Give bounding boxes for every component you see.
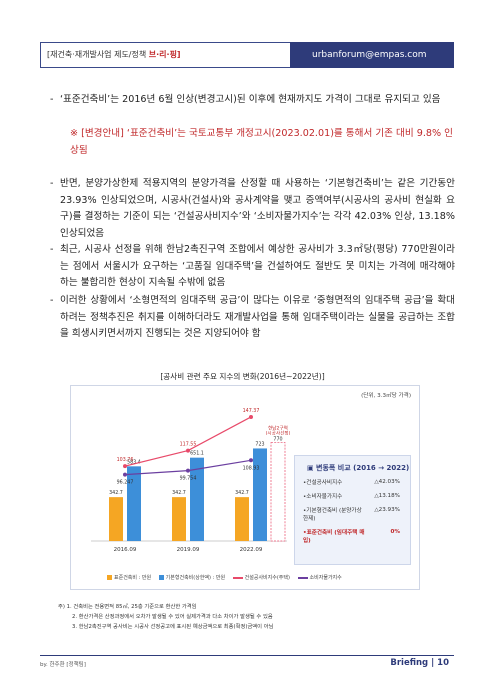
- paragraph-hannam2: - 최근, 시공사 선정을 위해 한남2촉진구역 조합에서 예상한 공사비가 3…: [50, 242, 455, 292]
- legend-item: 건설공사비지수(주택): [232, 575, 290, 581]
- bar-data-label: 770: [273, 436, 282, 442]
- summary-label: •기본형건축비 (분양가상한제): [303, 508, 362, 522]
- summary-row: •표준건축비 (임대주택 매입) 0%: [295, 529, 410, 545]
- summary-label: •건설공사비지수: [303, 480, 343, 486]
- line-point: [249, 458, 253, 463]
- footnote: 2. 환산가격은 산정과정에서 오차가 발생될 수 있어 실제가격과 다소 차이…: [72, 614, 273, 620]
- line-data-label: 108.93: [243, 465, 260, 471]
- legend-label: 표준건축비 : 만원: [114, 575, 152, 581]
- bar-standard-cost: [109, 497, 123, 541]
- bar-data-label: 342.7: [235, 490, 249, 496]
- bullet-dash: -: [50, 244, 54, 255]
- hannam2-label: 한남2구역: [268, 424, 288, 431]
- bar-data-label: 583.4: [127, 459, 141, 465]
- paragraph-text: 최근, 시공사 선정을 위해 한남2촉진구역 조합에서 예상한 공사비가 3.3…: [60, 244, 455, 289]
- x-tick-label: 2019.09: [177, 547, 200, 553]
- footer-divider: [40, 655, 454, 656]
- footnote: 3. 한남2촉진구역 공사비는 시공사 선정공고에 표시된 예상금액으로 최종(…: [72, 624, 274, 630]
- hannam2-label: (시공사선정): [266, 429, 291, 436]
- legend-swatch: [158, 575, 164, 580]
- bar-standard-cost: [235, 497, 249, 541]
- bullet-dash: -: [50, 94, 54, 105]
- summary-row: •기본형건축비 (분양가상한제) △23.93%: [295, 507, 410, 523]
- summary-label: •소비자물가지수: [303, 494, 343, 500]
- header-category: [재건축·재개발사업 제도/정책: [47, 50, 149, 59]
- chart-plot: 342.7 583.4 2016.09 342.7 651.1 2019.09 342.7 7…: [91, 408, 291, 553]
- line-data-label: 103.76: [117, 457, 134, 463]
- bar-basic-cost: [190, 457, 204, 541]
- summary-value: △42.03%: [374, 479, 400, 485]
- line-point: [186, 468, 190, 473]
- legend-item: 소비자물가지수: [297, 575, 342, 581]
- bar-data-label: 342.7: [109, 490, 123, 496]
- legend-item: 기본형건축비(상한액) : 만원: [158, 575, 226, 581]
- change-notice: ※ [변경안내] ‘표준건축비’는 국토교통부 개정고시(2023.02.01)…: [70, 128, 453, 156]
- paragraph-cost-increase: - 반면, 분양가상한제 적용지역의 분양가격을 산정할 때 사용하는 ‘기본형…: [50, 176, 455, 242]
- summary-label: •표준건축비 (임대주택 매입): [303, 530, 365, 544]
- legend-swatch: [107, 575, 112, 580]
- line-data-label: 117.55: [180, 442, 197, 448]
- footnote: 주) 1. 건축비는 전용면적 85㎡, 25층 기준으로 환산한 가격임: [58, 604, 197, 610]
- summary-title: ▣ 변동폭 비교 (2016 → 2022): [307, 464, 410, 472]
- change-summary-box: ▣ 변동폭 비교 (2016 → 2022) •건설공사비지수 △42.03% …: [294, 455, 411, 565]
- paragraph-policy: - 이러한 상황에서 ‘소형면적의 임대주택 공급’이 많다는 이유로 ‘중형면…: [50, 293, 455, 343]
- line-data-label: 99.754: [180, 476, 197, 482]
- x-tick-label: 2022.09: [240, 547, 263, 553]
- footer-author: by. 한주환 [정책팀]: [40, 662, 86, 668]
- legend-item: 표준건축비 : 만원: [107, 575, 151, 581]
- summary-value: △13.18%: [374, 493, 400, 499]
- bar-data-label: 342.7: [172, 490, 186, 496]
- legend-label: 기본형건축비(상한액) : 만원: [165, 575, 226, 581]
- legend-label: 건설공사비지수(주택): [244, 575, 290, 581]
- paragraph-text: ‘표준건축비’는 2016년 6월 인상(변경고시)된 이후에 현재까지도 가격…: [60, 94, 441, 105]
- line-construction-cost-index: [124, 416, 252, 467]
- line-point: [123, 472, 127, 477]
- bar-basic-cost: [127, 466, 141, 541]
- header-brand: 브·리·핑]: [148, 50, 181, 59]
- chart-title: [공사비 관련 주요 지수의 변화(2016년~2022년)]: [160, 372, 325, 381]
- bullet-dash: -: [50, 295, 54, 306]
- header-section-label: [재건축·재개발사업 제도/정책 브·리·핑]: [40, 42, 290, 68]
- paragraph-standard-cost: - ‘표준건축비’는 2016년 6월 인상(변경고시)된 이후에 현재까지도 …: [50, 92, 455, 109]
- line-point: [186, 448, 190, 453]
- chart-legend: 표준건축비 : 만원 기본형건축비(상한액) : 만원 건설공사비지수(주택) …: [107, 574, 348, 581]
- bar-data-label: 723: [255, 441, 264, 447]
- summary-row: •건설공사비지수 △42.03%: [295, 479, 410, 487]
- footer-page-number: Briefing | 10: [390, 658, 449, 668]
- legend-swatch: [297, 576, 308, 579]
- chart-footnotes: 주) 1. 건축비는 전용면적 85㎡, 25층 기준으로 환산한 가격임 2.…: [58, 602, 273, 632]
- x-tick-label: 2016.09: [114, 547, 137, 553]
- chart-container: (단위, 3.3㎡당 가격) 342.7 583.4 2016.09 342.7 651…: [70, 385, 420, 590]
- summary-value: △23.93%: [374, 507, 400, 513]
- bar-basic-cost: [253, 448, 267, 541]
- summary-value: 0%: [390, 529, 401, 535]
- paragraph-text: 이러한 상황에서 ‘소형면적의 임대주택 공급’이 많다는 이유로 ‘중형면적의…: [60, 295, 455, 340]
- line-data-label: 96.247: [117, 480, 134, 486]
- chart-unit-label: (단위, 3.3㎡당 가격): [361, 393, 411, 399]
- page-header: [재건축·재개발사업 제도/정책 브·리·핑] urbanforum@empas…: [40, 42, 454, 68]
- line-point: [123, 464, 127, 469]
- summary-row: •소비자물가지수 △13.18%: [295, 493, 410, 501]
- line-point: [249, 414, 253, 419]
- legend-label: 소비자물가지수: [309, 575, 342, 581]
- bar-standard-cost: [172, 497, 186, 541]
- paragraph-text: 반면, 분양가상한제 적용지역의 분양가격을 산정할 때 사용하는 ‘기본형건축…: [60, 178, 455, 239]
- bar-data-label: 651.1: [190, 451, 204, 457]
- bar-hannam2: [270, 442, 286, 542]
- line-data-label: 147.37: [243, 408, 260, 414]
- legend-swatch: [232, 576, 243, 579]
- bullet-dash: -: [50, 178, 54, 189]
- header-email[interactable]: urbanforum@empas.com: [290, 42, 454, 68]
